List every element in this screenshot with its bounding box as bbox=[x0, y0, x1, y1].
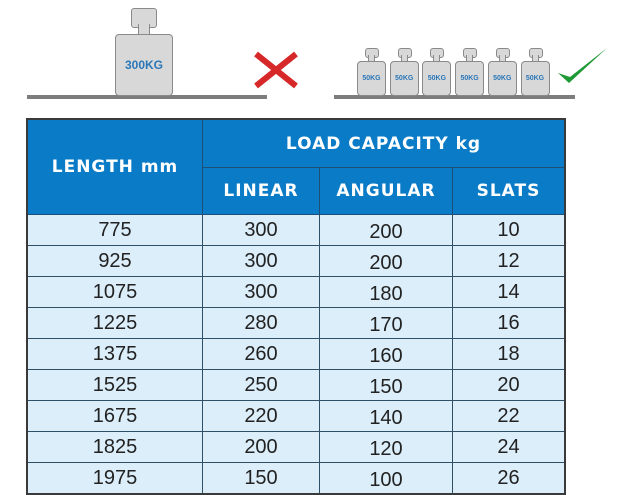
table-row: 1525 250 150 20 bbox=[26, 369, 566, 401]
load-capacity-table: LENGTH mm LOAD CAPACITY kg LINEAR ANGULA… bbox=[26, 118, 566, 495]
cell-length: 925 bbox=[26, 245, 203, 277]
cell-length: 1525 bbox=[26, 369, 203, 401]
table-row: 1825 200 120 24 bbox=[26, 431, 566, 463]
header-angular: ANGULAR bbox=[319, 167, 453, 215]
cell-linear: 260 bbox=[202, 338, 320, 370]
small-weight-label: 50KG bbox=[455, 61, 485, 96]
cell-angular: 200 bbox=[319, 245, 453, 277]
heavy-weight: 300KG bbox=[115, 8, 173, 96]
cell-length: 1675 bbox=[26, 400, 203, 432]
cell-angular: 120 bbox=[319, 431, 453, 463]
cell-length: 775 bbox=[26, 214, 203, 246]
cell-linear: 200 bbox=[202, 431, 320, 463]
cell-angular: 170 bbox=[319, 307, 453, 339]
cell-angular: 100 bbox=[319, 462, 453, 495]
table-row: 1225 280 170 16 bbox=[26, 307, 566, 339]
header-length: LENGTH mm bbox=[26, 118, 203, 215]
small-weight: 50KG bbox=[389, 48, 419, 96]
small-weight-label: 50KG bbox=[422, 61, 452, 96]
left-shelf bbox=[27, 95, 267, 99]
cell-slats: 20 bbox=[452, 369, 566, 401]
cell-length: 1075 bbox=[26, 276, 203, 308]
red-x-icon bbox=[254, 51, 298, 89]
table-row: 1675 220 140 22 bbox=[26, 400, 566, 432]
cell-slats: 24 bbox=[452, 431, 566, 463]
table-row: 925 300 200 12 bbox=[26, 245, 566, 277]
right-shelf bbox=[334, 95, 575, 99]
cell-slats: 26 bbox=[452, 462, 566, 495]
small-weight-label: 50KG bbox=[487, 61, 517, 96]
cell-slats: 14 bbox=[452, 276, 566, 308]
header-linear: LINEAR bbox=[202, 167, 320, 215]
small-weight-label: 50KG bbox=[520, 61, 550, 96]
small-weight-label: 50KG bbox=[357, 61, 386, 96]
small-weight: 50KG bbox=[422, 48, 452, 96]
cell-linear: 300 bbox=[202, 245, 320, 277]
cell-slats: 12 bbox=[452, 245, 566, 277]
table-row: 1375 260 160 18 bbox=[26, 338, 566, 370]
cell-length: 1975 bbox=[26, 462, 203, 495]
cell-angular: 160 bbox=[319, 338, 453, 370]
cell-angular: 150 bbox=[319, 369, 453, 401]
cell-slats: 22 bbox=[452, 400, 566, 432]
cell-linear: 300 bbox=[202, 276, 320, 308]
cell-angular: 200 bbox=[319, 214, 453, 246]
cell-angular: 140 bbox=[319, 400, 453, 432]
header-slats: SLATS bbox=[452, 167, 566, 215]
small-weight: 50KG bbox=[357, 48, 386, 96]
table-row: 1975 150 100 26 bbox=[26, 462, 566, 495]
table-row: 1075 300 180 14 bbox=[26, 276, 566, 308]
cell-linear: 280 bbox=[202, 307, 320, 339]
green-check-icon bbox=[558, 48, 607, 83]
small-weight: 50KG bbox=[487, 48, 517, 96]
cell-linear: 150 bbox=[202, 462, 320, 495]
small-weight-label: 50KG bbox=[389, 61, 419, 96]
cell-length: 1225 bbox=[26, 307, 203, 339]
cell-length: 1375 bbox=[26, 338, 203, 370]
small-weight: 50KG bbox=[520, 48, 550, 96]
table-row: 775 300 200 10 bbox=[26, 214, 566, 246]
cell-angular: 180 bbox=[319, 276, 453, 308]
small-weight: 50KG bbox=[455, 48, 485, 96]
cell-slats: 18 bbox=[452, 338, 566, 370]
header-load-capacity: LOAD CAPACITY kg bbox=[202, 118, 566, 168]
cell-linear: 250 bbox=[202, 369, 320, 401]
cell-length: 1825 bbox=[26, 431, 203, 463]
cell-linear: 220 bbox=[202, 400, 320, 432]
cell-slats: 10 bbox=[452, 214, 566, 246]
heavy-weight-label: 300KG bbox=[115, 34, 173, 96]
cell-linear: 300 bbox=[202, 214, 320, 246]
cell-slats: 16 bbox=[452, 307, 566, 339]
